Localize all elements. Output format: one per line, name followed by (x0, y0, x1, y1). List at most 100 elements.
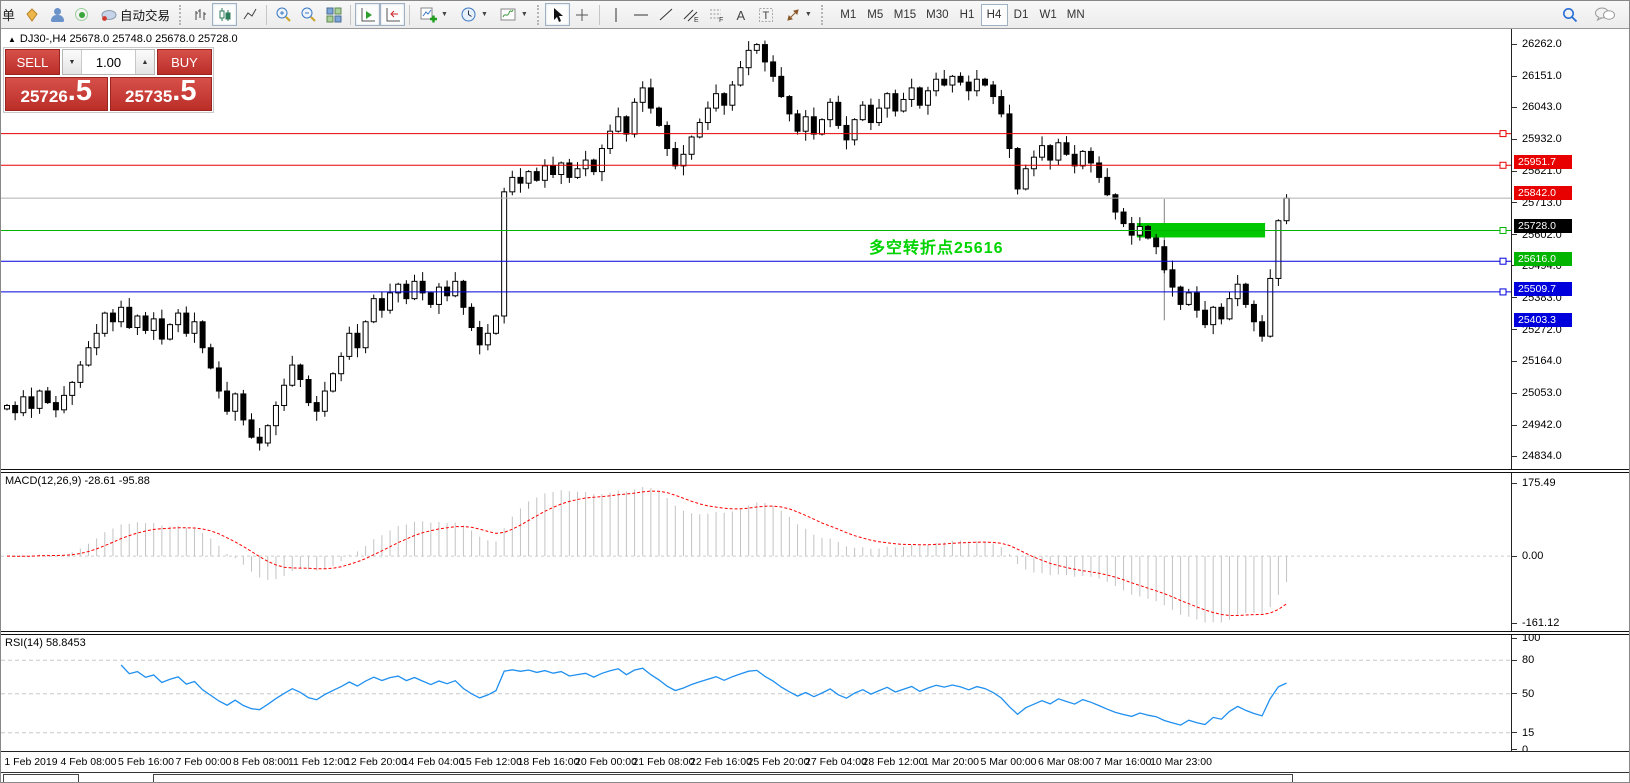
vertical-line-icon[interactable] (604, 3, 629, 26)
candle-body (248, 419, 255, 438)
macd-panel[interactable] (1, 473, 1511, 631)
collapse-panel-icon[interactable]: ▲ (8, 35, 16, 44)
date-label: 22 Feb 16:00 (690, 756, 752, 768)
candle-body (452, 280, 459, 297)
macd-label: MACD(12,26,9) -28.61 -95.88 (5, 475, 150, 487)
signal-icon[interactable] (69, 3, 94, 26)
date-label: 6 Mar 08:00 (1037, 756, 1095, 768)
line-chart-icon[interactable] (237, 3, 262, 26)
periods-clock-icon[interactable]: ▼ (454, 3, 494, 26)
volume-decrease-button[interactable]: ▼ (63, 50, 82, 74)
candle-body (737, 67, 744, 86)
chat-icon[interactable] (1592, 3, 1617, 26)
time-axis[interactable]: 1 Feb 2019 4 Feb 08:00 5 Feb 16:00 7 Feb 00… (1, 751, 1629, 772)
rsi-panel[interactable] (1, 635, 1511, 751)
candle-body (1145, 225, 1151, 239)
svg-text:F: F (719, 17, 723, 23)
line-handle (1499, 130, 1507, 138)
candle-body (207, 347, 214, 369)
crosshair-icon[interactable] (570, 3, 595, 26)
candle-body (1071, 153, 1078, 167)
candle-body (93, 332, 100, 349)
zoom-in-icon[interactable] (271, 3, 296, 26)
zoom-out-icon[interactable] (296, 3, 321, 26)
candle-body (175, 312, 182, 326)
chart-shift-icon[interactable] (380, 3, 406, 26)
cursor-icon[interactable] (544, 3, 570, 26)
search-icon[interactable] (1557, 3, 1582, 26)
history-icon[interactable] (19, 3, 44, 26)
candle-body (1250, 303, 1257, 323)
auto-scroll-icon[interactable] (355, 3, 381, 26)
arrows-icon[interactable]: ▼ (779, 3, 818, 26)
candle-body (387, 292, 394, 311)
buy-button[interactable]: BUY (157, 49, 212, 75)
candle-body (843, 124, 850, 141)
autotrade-button[interactable]: 自动交易 (94, 3, 176, 26)
date-label: 28 Feb 12:00 (862, 756, 925, 768)
candle-body (1161, 246, 1168, 271)
date-label: 4 Feb 08:00 (60, 756, 117, 768)
sell-price-button[interactable]: 25726.5 (5, 77, 108, 111)
candle-body (362, 321, 369, 349)
candle-body (884, 93, 891, 109)
candle-body (949, 75, 956, 86)
candle-body (574, 168, 581, 178)
candle-body (1120, 211, 1127, 225)
date-label: 12 Feb 20:00 (345, 756, 407, 768)
candle-body (990, 84, 997, 98)
buy-price-button[interactable]: 25735.5 (109, 77, 212, 111)
candle-body (704, 107, 711, 124)
axis-tick: 100 (1512, 632, 1540, 644)
tile-windows-icon[interactable] (321, 3, 346, 26)
fibonacci-icon[interactable]: F (704, 3, 729, 26)
timeframe-W1[interactable]: W1 (1035, 4, 1062, 26)
trendline-icon[interactable] (654, 3, 679, 26)
timeframe-D1[interactable]: D1 (1008, 4, 1035, 26)
bar-chart-icon[interactable] (187, 3, 212, 26)
panel-splitter[interactable] (1, 631, 1629, 635)
candle-body (631, 101, 638, 135)
candle-body (639, 87, 646, 103)
timeframe-M1[interactable]: M1 (835, 4, 862, 26)
price-level-label: 25842.0 (1514, 186, 1572, 201)
candle-body (1259, 321, 1266, 337)
date-label: 1 Mar 20:00 (922, 756, 980, 768)
new-chart-icon[interactable]: ▼ (414, 3, 454, 26)
candle-body (664, 124, 671, 150)
date-label: 11 Feb 12:00 (287, 756, 350, 768)
candle-body (566, 162, 573, 178)
scrollbar-segment[interactable] (3, 774, 79, 782)
date-label: 20 Feb 00:00 (575, 756, 637, 768)
timeframe-M15[interactable]: M15 (889, 4, 921, 26)
horizontal-line-icon[interactable] (629, 3, 654, 26)
timeframe-MN[interactable]: MN (1062, 4, 1090, 26)
candle-body (509, 176, 516, 193)
templates-icon[interactable]: ▼ (494, 3, 534, 26)
candle-body (484, 332, 491, 346)
equidistant-channel-icon[interactable]: E (679, 3, 704, 26)
panel-splitter[interactable] (1, 469, 1629, 473)
bottom-scrollbar[interactable] (1, 772, 1629, 782)
profile-icon[interactable] (44, 3, 69, 26)
text-icon[interactable]: A (729, 3, 754, 26)
scrollbar-thumb[interactable] (153, 774, 1293, 782)
timeframe-H4[interactable]: H4 (980, 3, 1008, 26)
volume-increase-button[interactable]: ▲ (135, 50, 154, 74)
sell-button[interactable]: SELL (5, 49, 60, 75)
candle-body (1275, 220, 1282, 279)
axis-tick: 15 (1512, 727, 1534, 739)
candlestick-chart-icon[interactable] (212, 3, 238, 26)
timeframe-M30[interactable]: M30 (921, 4, 953, 26)
price-chart[interactable] (1, 29, 1511, 469)
timeframe-H1[interactable]: H1 (954, 4, 981, 26)
candle-body (142, 315, 149, 331)
candle-body (916, 87, 923, 106)
text-label-icon[interactable]: T (754, 3, 779, 26)
new-order-button[interactable]: 单 (2, 8, 16, 23)
timeframe-bar: M1 M5 M15 M30 H1 H4 D1 W1 MN (835, 3, 1090, 26)
candle-body (973, 78, 980, 92)
price-axis[interactable]: 26262.0 26151.0 26043.0 25932.0 25821.0 25713… (1511, 29, 1629, 756)
volume-input[interactable] (82, 50, 135, 74)
timeframe-M5[interactable]: M5 (862, 4, 889, 26)
